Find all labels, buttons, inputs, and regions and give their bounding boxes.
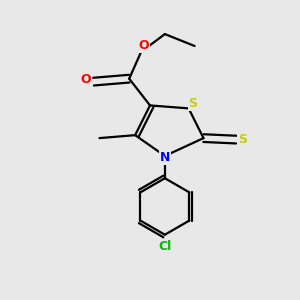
Text: S: S <box>189 97 198 110</box>
Text: S: S <box>238 133 247 146</box>
Text: O: O <box>81 73 92 86</box>
Text: O: O <box>138 40 149 52</box>
Text: Cl: Cl <box>158 239 172 253</box>
Text: N: N <box>160 151 170 164</box>
